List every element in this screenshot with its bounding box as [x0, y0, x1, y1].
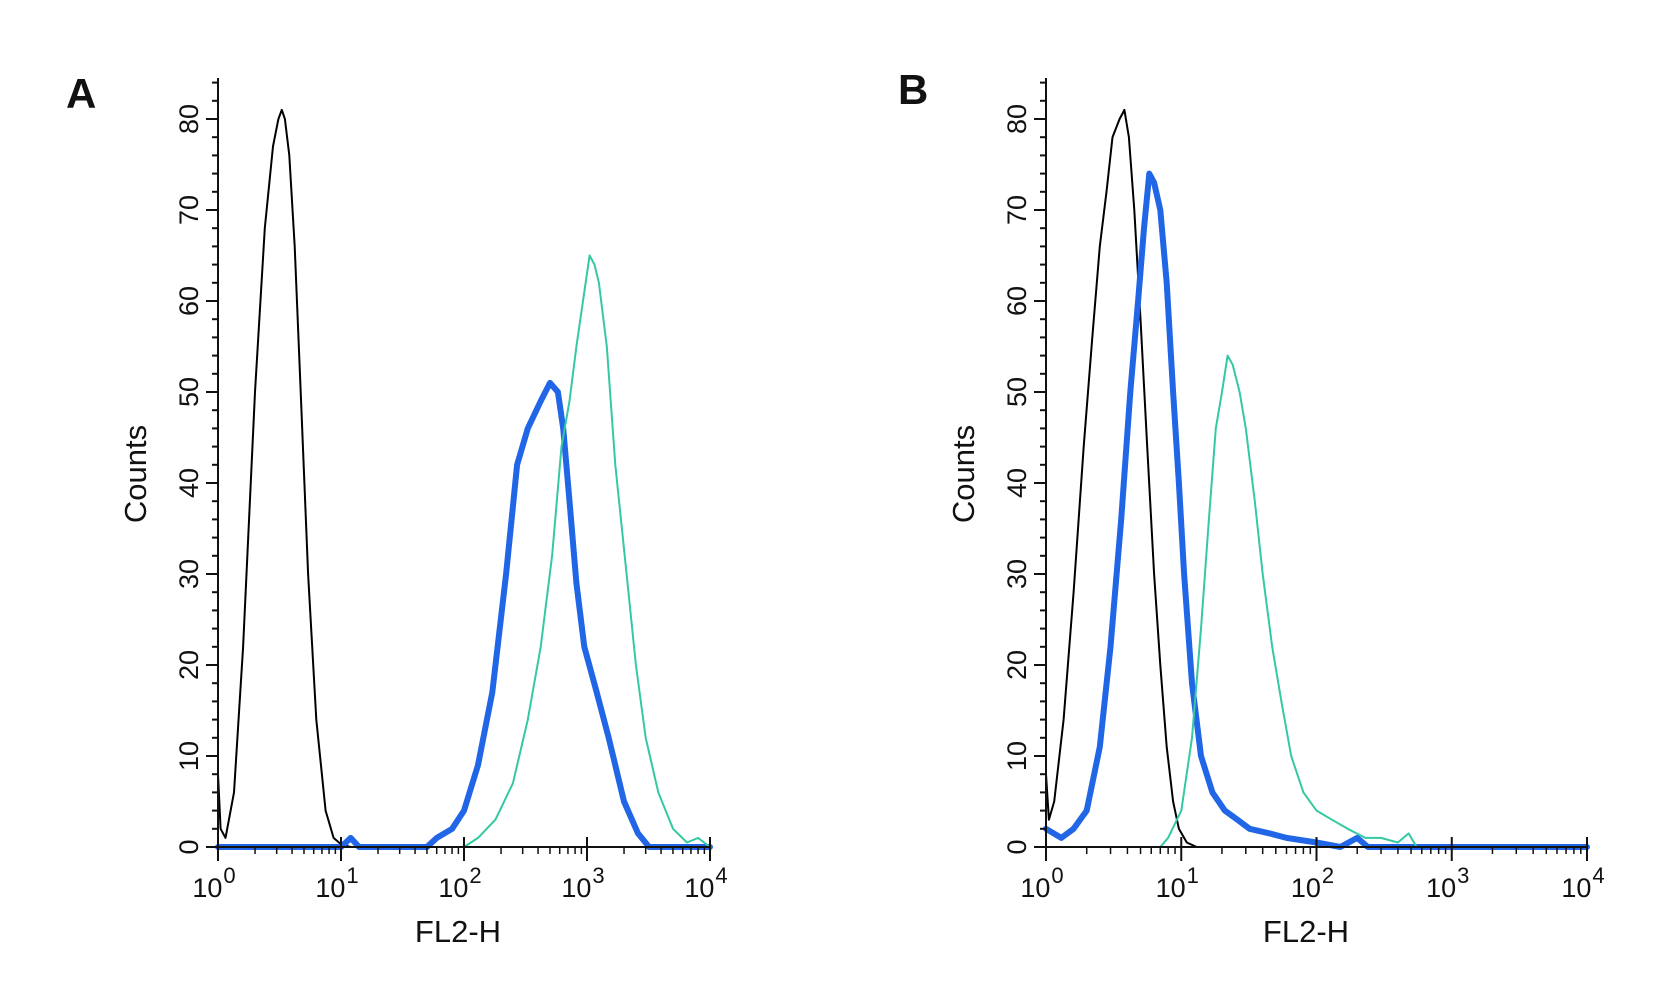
panel-a-y-tick-label-40: 40	[174, 468, 204, 498]
panel-a-y-tick-label-80: 80	[174, 104, 204, 134]
panel-a-y-axis-title: Counts	[118, 425, 153, 523]
panel-b-y-tick-label-0: 0	[1002, 839, 1032, 854]
panel-a-x-tick-label-2: 102	[438, 863, 481, 903]
panel-b-letter: B	[898, 66, 928, 113]
panel-b-series-2-line	[1043, 170, 1590, 850]
panel-a-axes: 0 10 20 30 40 50 60 70 80 100 101 102 103 104	[174, 78, 728, 903]
panel-a-series-3-line	[217, 254, 711, 848]
panel-a-y-tick-label-0: 0	[174, 839, 204, 854]
panel-b-x-tick-label-0: 100	[1020, 863, 1063, 903]
panel-a-y-tick-label-20: 20	[174, 650, 204, 680]
panel-b-y-tick-label-30: 30	[1002, 559, 1032, 589]
panel-a-y-tick-label-10: 10	[174, 741, 204, 771]
panel-b-y-tick-label-50: 50	[1002, 377, 1032, 407]
panel-b-y-tick-label-70: 70	[1002, 195, 1032, 225]
panel-a-x-axis-title: FL2-H	[415, 914, 501, 949]
panel-a: A 0 10 20 30 40 50 60 70 80 100 101 102 103 104 FL2-H…	[66, 70, 728, 949]
panel-b-x-tick-label-3: 103	[1426, 863, 1469, 903]
panel-a-y-tick-label-30: 30	[174, 559, 204, 589]
panel-b-y-tick-label-20: 20	[1002, 650, 1032, 680]
panel-b-y-tick-label-60: 60	[1002, 286, 1032, 316]
panel-a-series-1-line	[217, 108, 711, 848]
panel-b-y-tick-label-10: 10	[1002, 741, 1032, 771]
panel-a-letter: A	[66, 70, 96, 117]
panel-a-series-2-line	[215, 379, 713, 850]
panel-b-series	[1043, 108, 1590, 850]
panel-b-series-1-line	[1045, 108, 1588, 848]
panel-b: B 0 10 20 30 40 50 60 70 80 100 101 102 103 104 FL2-H…	[898, 66, 1605, 949]
panel-b-x-tick-label-4: 104	[1561, 863, 1604, 903]
panel-a-x-tick-label-1: 101	[315, 863, 358, 903]
panel-b-axes: 0 10 20 30 40 50 60 70 80 100 101 102 103 104	[1002, 78, 1605, 903]
panel-a-x-tick-label-3: 103	[561, 863, 604, 903]
panel-b-x-tick-label-2: 102	[1291, 863, 1334, 903]
panel-b-series-3-line	[1045, 354, 1588, 848]
panel-b-y-tick-label-80: 80	[1002, 104, 1032, 134]
panel-a-x-tick-label-0: 100	[192, 863, 235, 903]
panel-a-x-tick-label-4: 104	[684, 863, 727, 903]
panel-b-y-axis-title: Counts	[946, 425, 981, 523]
panel-a-series	[215, 108, 713, 850]
panel-b-x-tick-label-1: 101	[1156, 863, 1199, 903]
panel-b-y-tick-label-40: 40	[1002, 468, 1032, 498]
panel-a-y-tick-label-50: 50	[174, 377, 204, 407]
panel-b-x-axis-title: FL2-H	[1263, 914, 1349, 949]
panel-a-y-tick-label-60: 60	[174, 286, 204, 316]
panel-a-y-tick-label-70: 70	[174, 195, 204, 225]
